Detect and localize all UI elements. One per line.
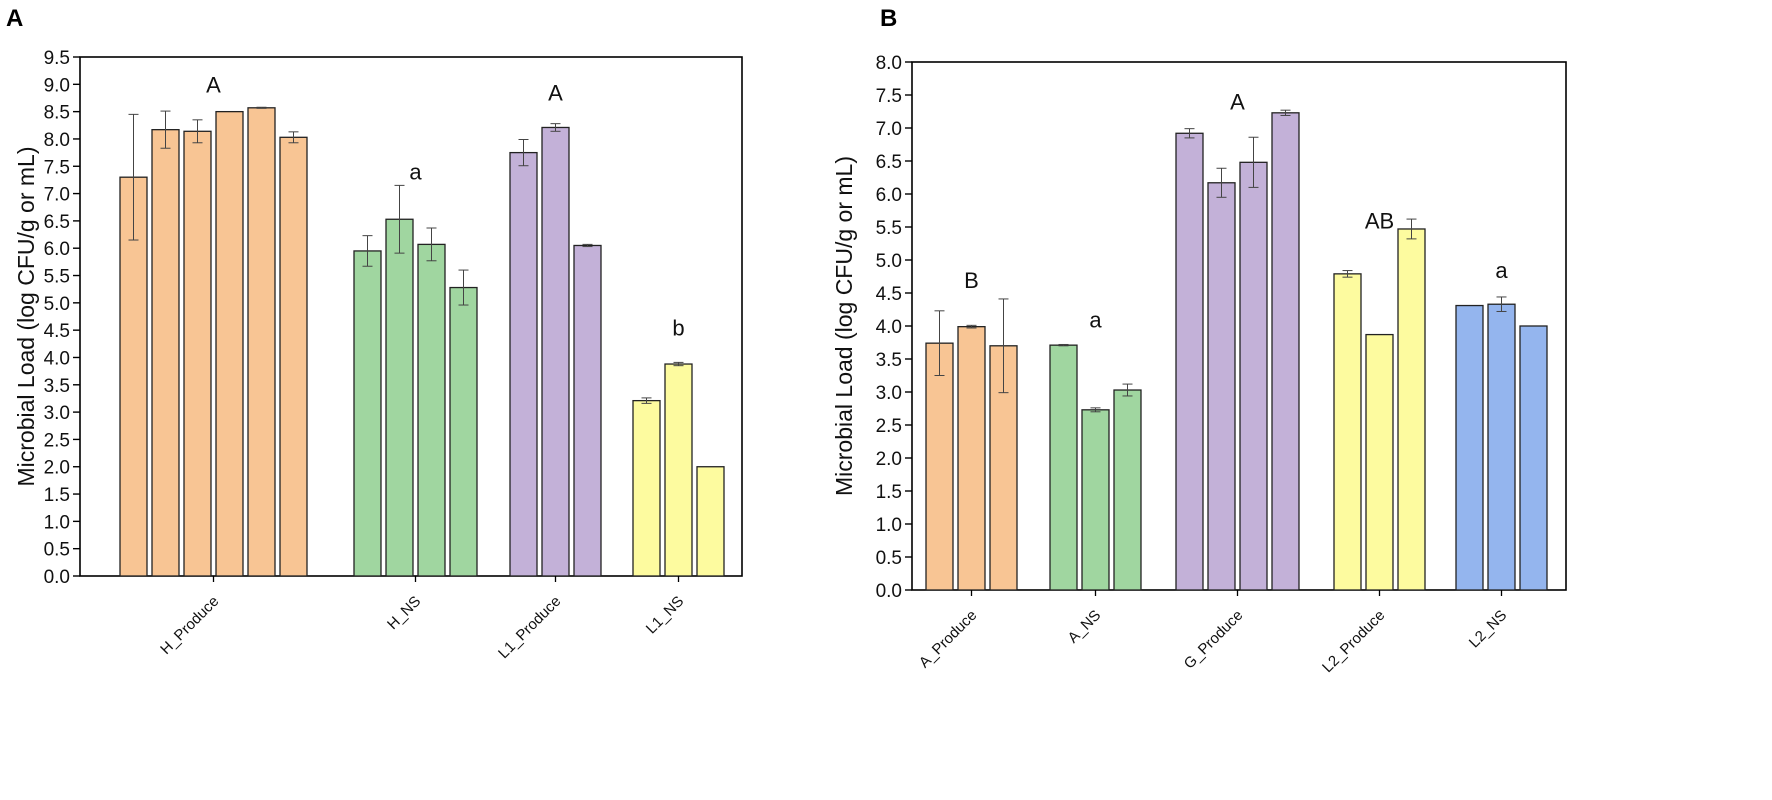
bar — [353, 250, 382, 577]
bar — [573, 244, 602, 577]
x-tick-label: L2_NS — [1466, 607, 1510, 651]
y-tick-label: 2.0 — [876, 449, 902, 470]
significance-letter: B — [964, 268, 979, 293]
bar — [1365, 333, 1394, 591]
y-tick-label: 0.0 — [876, 581, 902, 602]
y-tick-label: 7.5 — [44, 157, 70, 178]
x-tick-label: L1_Produce — [495, 593, 564, 662]
y-tick-label: 9.5 — [44, 48, 70, 69]
bar — [1455, 304, 1484, 591]
y-tick-label: 6.0 — [876, 185, 902, 206]
bar — [1333, 273, 1362, 591]
y-tick-label: 2.5 — [876, 416, 902, 437]
y-tick-label: 5.0 — [876, 251, 902, 272]
bar — [247, 107, 276, 577]
y-tick-label: 4.5 — [44, 321, 70, 342]
y-tick-label: 2.0 — [44, 458, 70, 479]
y-tick-label: 4.0 — [876, 317, 902, 338]
bar — [664, 363, 693, 577]
bar — [509, 151, 538, 577]
x-tick-label: A_Produce — [916, 607, 981, 672]
x-tick-label: A_NS — [1065, 607, 1105, 647]
y-tick-label: 5.5 — [876, 218, 902, 239]
y-tick-label: 1.5 — [44, 485, 70, 506]
bar — [151, 129, 180, 577]
y-tick-label: 8.5 — [44, 103, 70, 124]
bar — [449, 286, 478, 577]
bar — [183, 130, 212, 577]
significance-letter: A — [206, 72, 221, 97]
y-tick-label: 7.0 — [876, 119, 902, 140]
y-axis-title: Microbial Load (log CFU/g or mL) — [831, 156, 857, 496]
y-tick-label: 7.0 — [44, 185, 70, 206]
bar — [1049, 344, 1078, 591]
significance-letter: a — [1089, 307, 1102, 332]
bar — [696, 466, 725, 577]
y-tick-label: 1.0 — [44, 512, 70, 533]
panel-label: A — [6, 5, 23, 32]
bar — [1113, 389, 1142, 591]
bar — [1081, 409, 1110, 591]
y-tick-label: 8.0 — [44, 130, 70, 151]
y-tick-label: 4.0 — [44, 348, 70, 369]
bar — [632, 399, 661, 577]
y-tick-label: 2.5 — [44, 430, 70, 451]
y-tick-label: 1.5 — [876, 482, 902, 503]
y-tick-label: 1.0 — [876, 515, 902, 536]
y-tick-label: 3.5 — [876, 350, 902, 371]
bar — [385, 218, 414, 577]
y-tick-label: 6.5 — [876, 152, 902, 173]
bar — [1397, 228, 1426, 591]
y-tick-label: 0.5 — [44, 540, 70, 561]
bar — [1239, 161, 1268, 591]
x-tick-label: H_Produce — [157, 593, 222, 658]
y-tick-label: 7.5 — [876, 86, 902, 107]
bar — [1207, 182, 1236, 591]
y-tick-label: 9.0 — [44, 75, 70, 96]
y-axis-title: Microbial Load (log CFU/g or mL) — [13, 146, 39, 486]
bar — [1271, 112, 1300, 591]
significance-letter: A — [548, 81, 563, 106]
y-tick-label: 0.0 — [44, 567, 70, 588]
bar — [957, 326, 986, 591]
y-tick-label: 6.0 — [44, 239, 70, 260]
bar — [541, 126, 570, 577]
significance-letter: a — [1495, 258, 1508, 283]
bar — [215, 110, 244, 577]
y-tick-label: 5.5 — [44, 267, 70, 288]
y-tick-label: 3.0 — [876, 383, 902, 404]
y-tick-label: 4.5 — [876, 284, 902, 305]
significance-letter: a — [409, 160, 422, 185]
bar — [1519, 325, 1548, 591]
panel-b: B 0.0 0.5 1.0 1.5 2.0 2.5 3.0 3.5 4.0 4.5 5.0 5.5 6.0… — [831, 5, 1567, 676]
y-tick-label: 0.5 — [876, 548, 902, 569]
bar — [417, 243, 446, 577]
y-tick-label: 5.0 — [44, 294, 70, 315]
y-tick-label: 8.0 — [876, 53, 902, 74]
panel-a: A 0.0 0.5 1.0 1.5 2.0 2.5 3.0 3.5 4.0 4.5 5.0 5.5 6.0… — [6, 5, 743, 662]
significance-letter: b — [672, 315, 684, 340]
bar — [925, 342, 954, 591]
y-tick-label: 6.5 — [44, 212, 70, 233]
significance-letter: AB — [1365, 208, 1394, 233]
x-tick-label: G_Produce — [1181, 607, 1247, 673]
bar — [279, 136, 308, 577]
significance-letter: A — [1230, 90, 1245, 115]
y-tick-label: 3.5 — [44, 376, 70, 397]
bar — [119, 176, 148, 577]
bar — [1487, 303, 1516, 591]
x-tick-label: L1_NS — [643, 593, 687, 637]
panel-label: B — [880, 5, 897, 32]
bar — [1175, 132, 1204, 591]
x-tick-label: L2_Produce — [1319, 607, 1388, 676]
y-tick-label: 3.0 — [44, 403, 70, 424]
x-tick-label: H_NS — [384, 593, 424, 633]
